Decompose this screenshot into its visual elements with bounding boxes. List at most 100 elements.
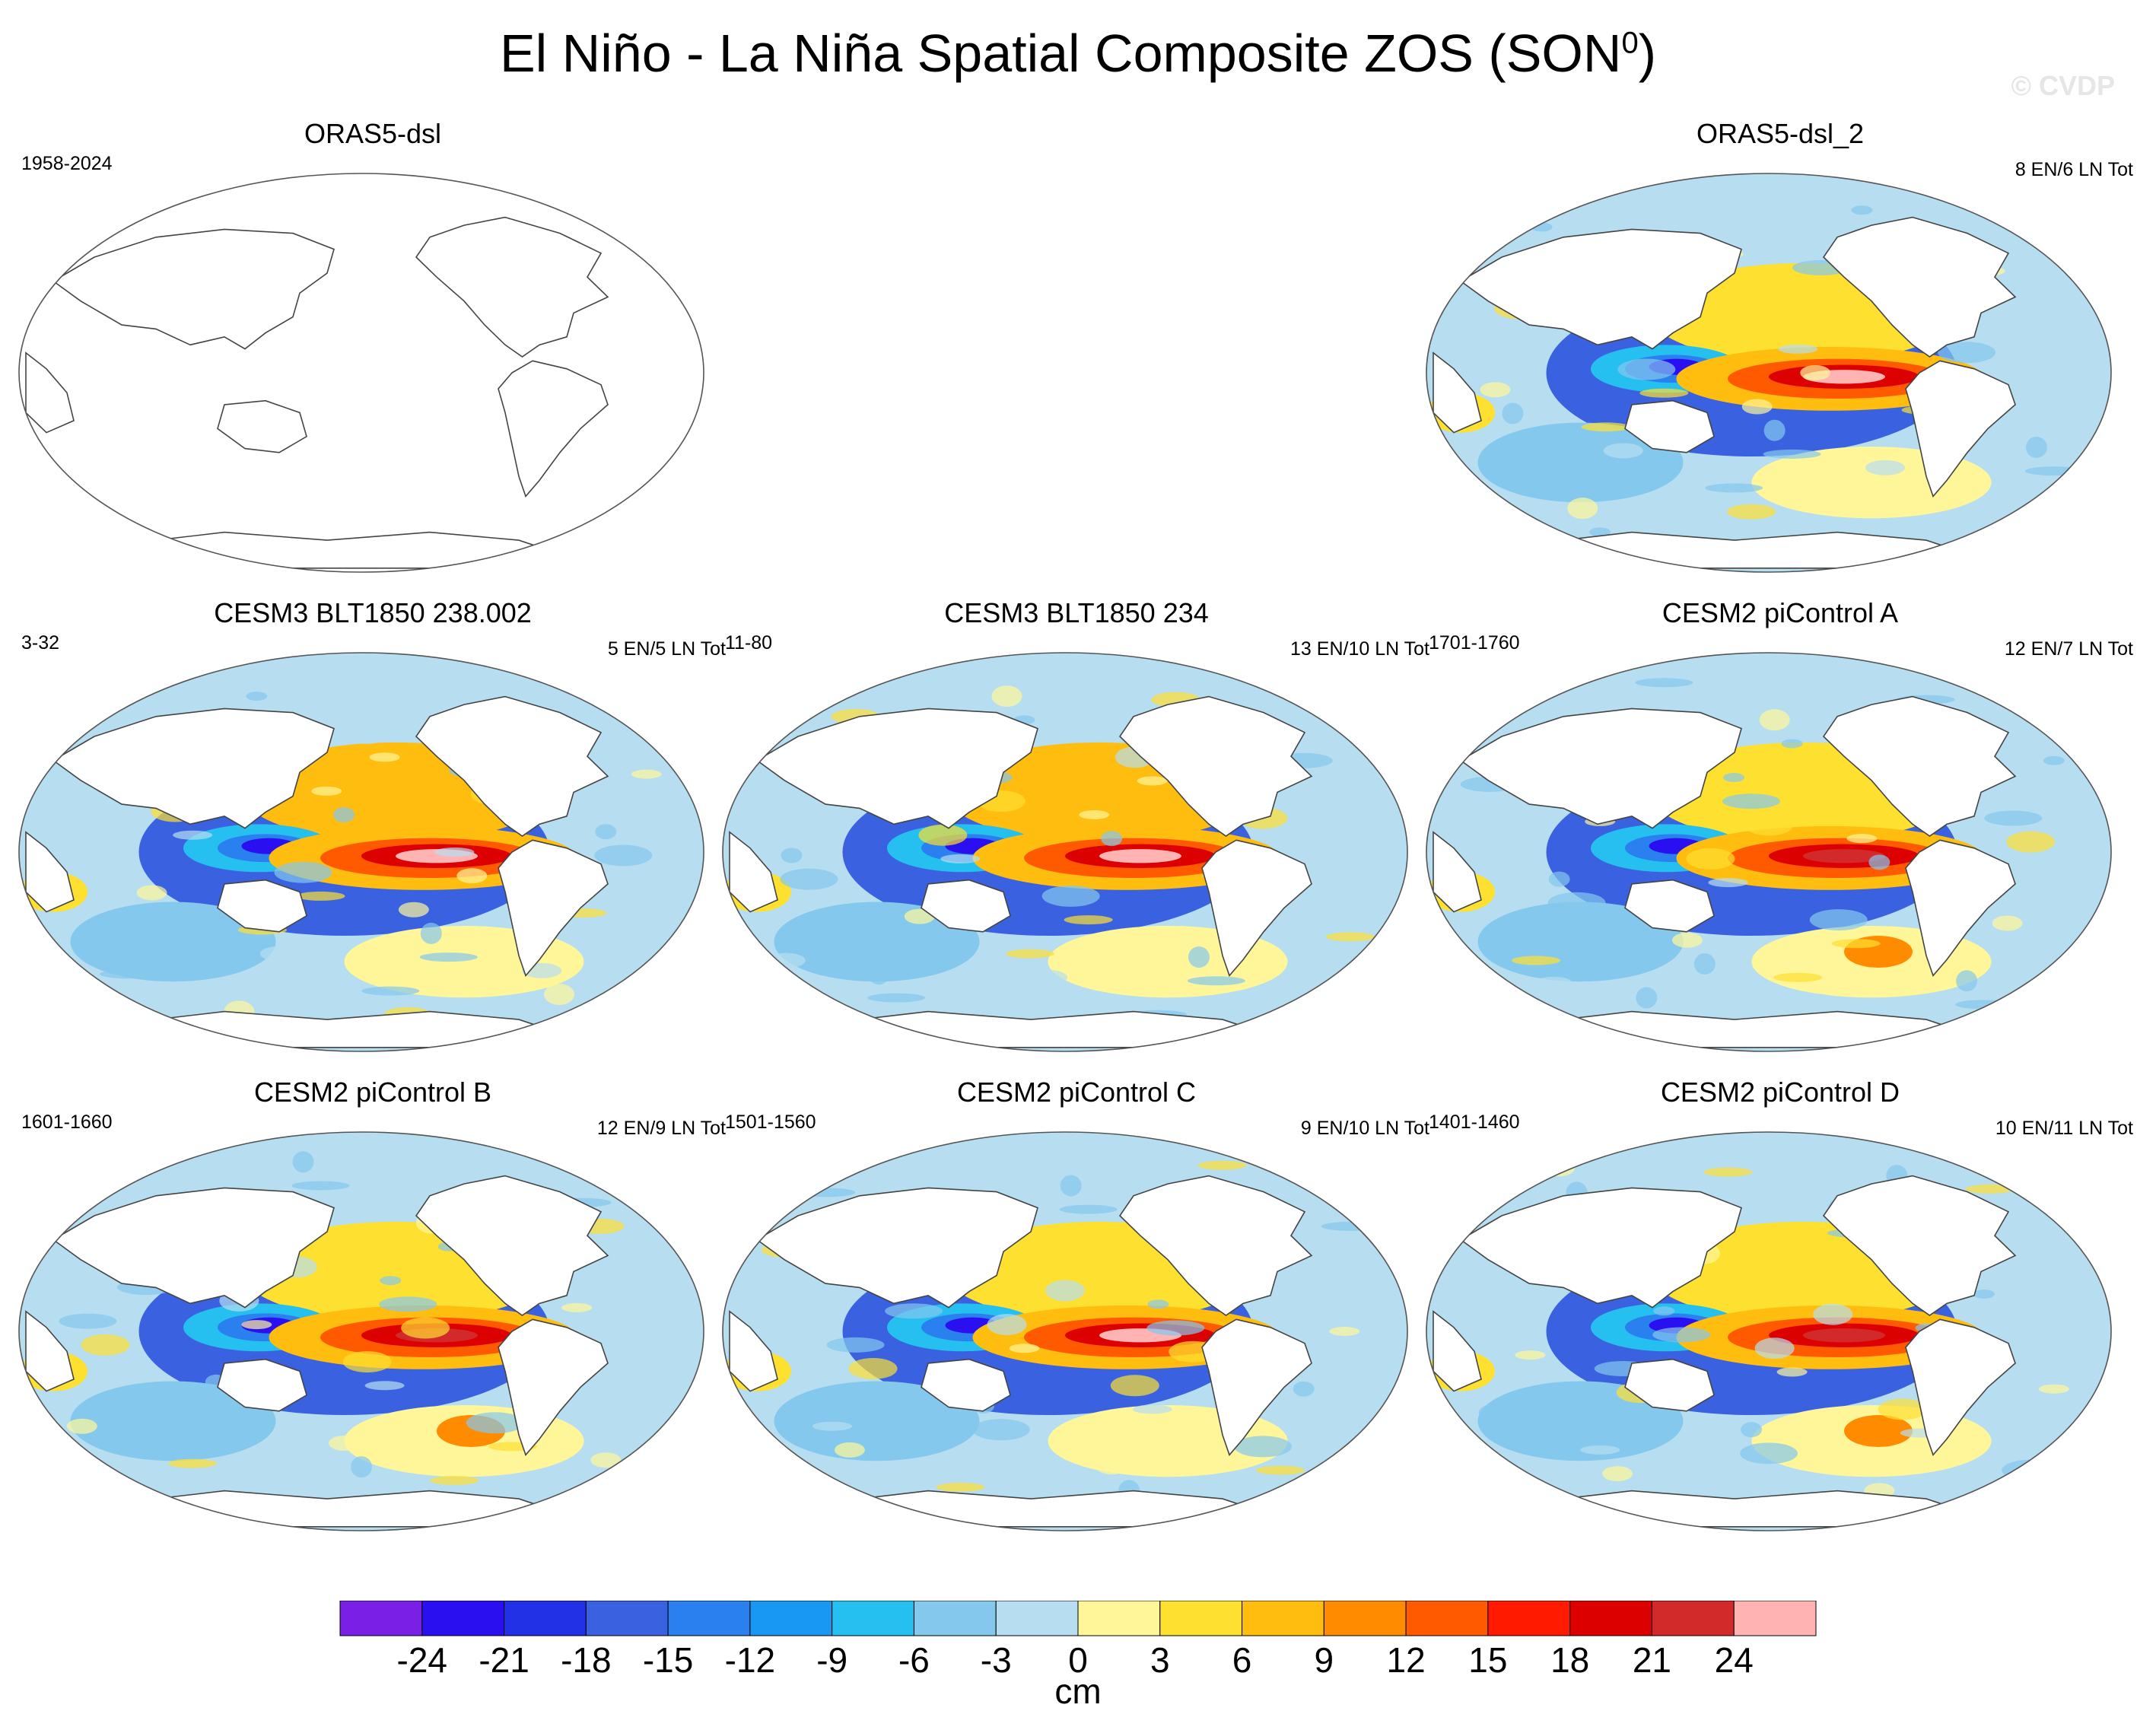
anomaly-contour [1795,993,1836,1009]
panel-title: ORAS5-dsl [304,118,442,149]
map-svg [1426,173,2112,573]
anomaly-contour [430,1475,479,1485]
colorbar-tick-label: -21 [479,1640,529,1677]
anomaly-contour [1887,480,1918,502]
anomaly-contour [311,786,342,796]
anomaly-contour [100,940,122,962]
coastline-eurasia [52,708,335,829]
anomaly-contour [626,1398,666,1407]
map-svg [1426,1131,2112,1531]
map-border [18,1131,704,1531]
anomaly-contour [926,929,948,951]
colorbar-tick-label: -15 [643,1640,693,1677]
colorbar-tick-label: 9 [1315,1640,1334,1677]
anomaly-contour [1809,909,1868,931]
coastline-northAmerica [1118,695,1313,837]
anomaly-contour [1567,498,1598,520]
coastline-southAmerica [1905,839,2016,977]
anomaly-contour [136,885,167,901]
colorbar-box [1405,1600,1489,1636]
anomaly-contour [1740,1442,1798,1464]
map-svg [722,652,1408,1052]
coastline-australia [217,879,307,933]
anomaly-contour [1064,915,1113,925]
coastline-southAmerica [1905,360,2016,498]
panel-event-count: 9 EN/10 LN Tot [1300,1118,1429,1139]
anomaly-contour [1547,892,1606,914]
anomaly-contour [2024,1489,2073,1499]
colorbar-tick-label: -12 [725,1640,775,1677]
anomaly-contour [466,1412,524,1434]
anomaly-contour [1992,915,2023,931]
anomaly-contour [1581,422,1630,432]
coastline-northAmerica [1822,695,2017,837]
colorbar-box [749,1600,833,1636]
map-svg [1426,652,2112,1052]
anomaly-contour [1515,1350,1546,1360]
coastline-eurasia [755,708,1038,829]
anomaly-contour [1773,972,1823,982]
coastline-australia [921,1358,1011,1412]
anomaly-contour [1478,1404,1500,1420]
anomaly-contour [296,891,345,901]
anomaly-contour [380,1276,402,1286]
anomaly-contour [848,1357,898,1379]
anomaly-contour [1188,946,1210,968]
anomaly-contour [1686,848,1735,870]
anomaly-contour [1803,1328,1885,1343]
panel-title: CESM2 piControl A [1662,597,1899,628]
anomaly-contour [456,868,488,884]
coastline-southAmerica [1905,1318,2016,1456]
panel-event-count: 10 EN/11 LN Tot [1995,1118,2133,1139]
anomaly-contour [1763,419,1786,441]
anomaly-contour [1603,443,1643,459]
anomaly-contour [867,993,926,1003]
anomaly-contour [595,824,617,840]
anomaly-contour [1589,527,1611,537]
panel-event-count: 13 EN/10 LN Tot [1290,638,1429,660]
colorbar-tick-label: 24 [1715,1640,1754,1677]
anomaly-contour [1602,1466,1633,1482]
anomaly-contour [781,848,803,863]
anomaly-contour [1776,1367,1808,1377]
coastline-greenland [1311,1159,1361,1201]
anomaly-contour [1708,878,1748,888]
colorbar-box [1651,1600,1735,1636]
anomaly-contour [1132,1404,1172,1414]
anomaly-contour [1023,1259,1073,1275]
panel-title: CESM3 BLT1850 238.002 [214,597,532,628]
anomaly-contour [1099,849,1181,863]
colorbar-box [1159,1600,1243,1636]
anomaly-contour [1617,358,1676,380]
anomaly-contour [1293,1381,1315,1397]
colorbar-tick-label: -6 [898,1640,930,1677]
panel-period: 11-80 [725,632,773,654]
anomaly-contour [1653,1306,1675,1316]
map-panel: CESM2 piControl B 1601-1660 12 EN/9 LN Tot [15,1076,730,1533]
anomaly-contour [1778,344,1818,354]
map-border [18,173,704,573]
anomaly-contour [291,1181,350,1191]
coastline-southAmerica [1201,839,1312,977]
coastline-australia [1624,399,1715,453]
anomaly-contour [1956,970,1978,992]
anomaly-contour [940,854,981,863]
map-border [1426,652,2112,1052]
colorbar-tick-label: 15 [1468,1640,1507,1677]
anomaly-contour [158,905,180,927]
coastline-eurasia [52,1187,335,1309]
colorbar-box [1487,1600,1571,1636]
coastline-eurasia [1459,708,1742,829]
anomaly-contour [1744,814,1793,836]
anomaly-contour [63,685,113,701]
anomaly-contour [1754,1337,1795,1360]
colorbar-box [1242,1600,1324,1636]
coastline-greenland [1311,679,1361,722]
map-panel: CESM2 piControl C 1501-1560 9 EN/10 LN Tot [719,1076,1434,1533]
anomaly-contour [70,902,276,982]
colorbar-units: cm [1054,1671,1102,1711]
anomaly-contour [361,986,420,996]
colorbar-tick-label: -24 [397,1640,447,1677]
coastline-greenland [607,679,657,722]
coastline-australia [1624,879,1715,933]
